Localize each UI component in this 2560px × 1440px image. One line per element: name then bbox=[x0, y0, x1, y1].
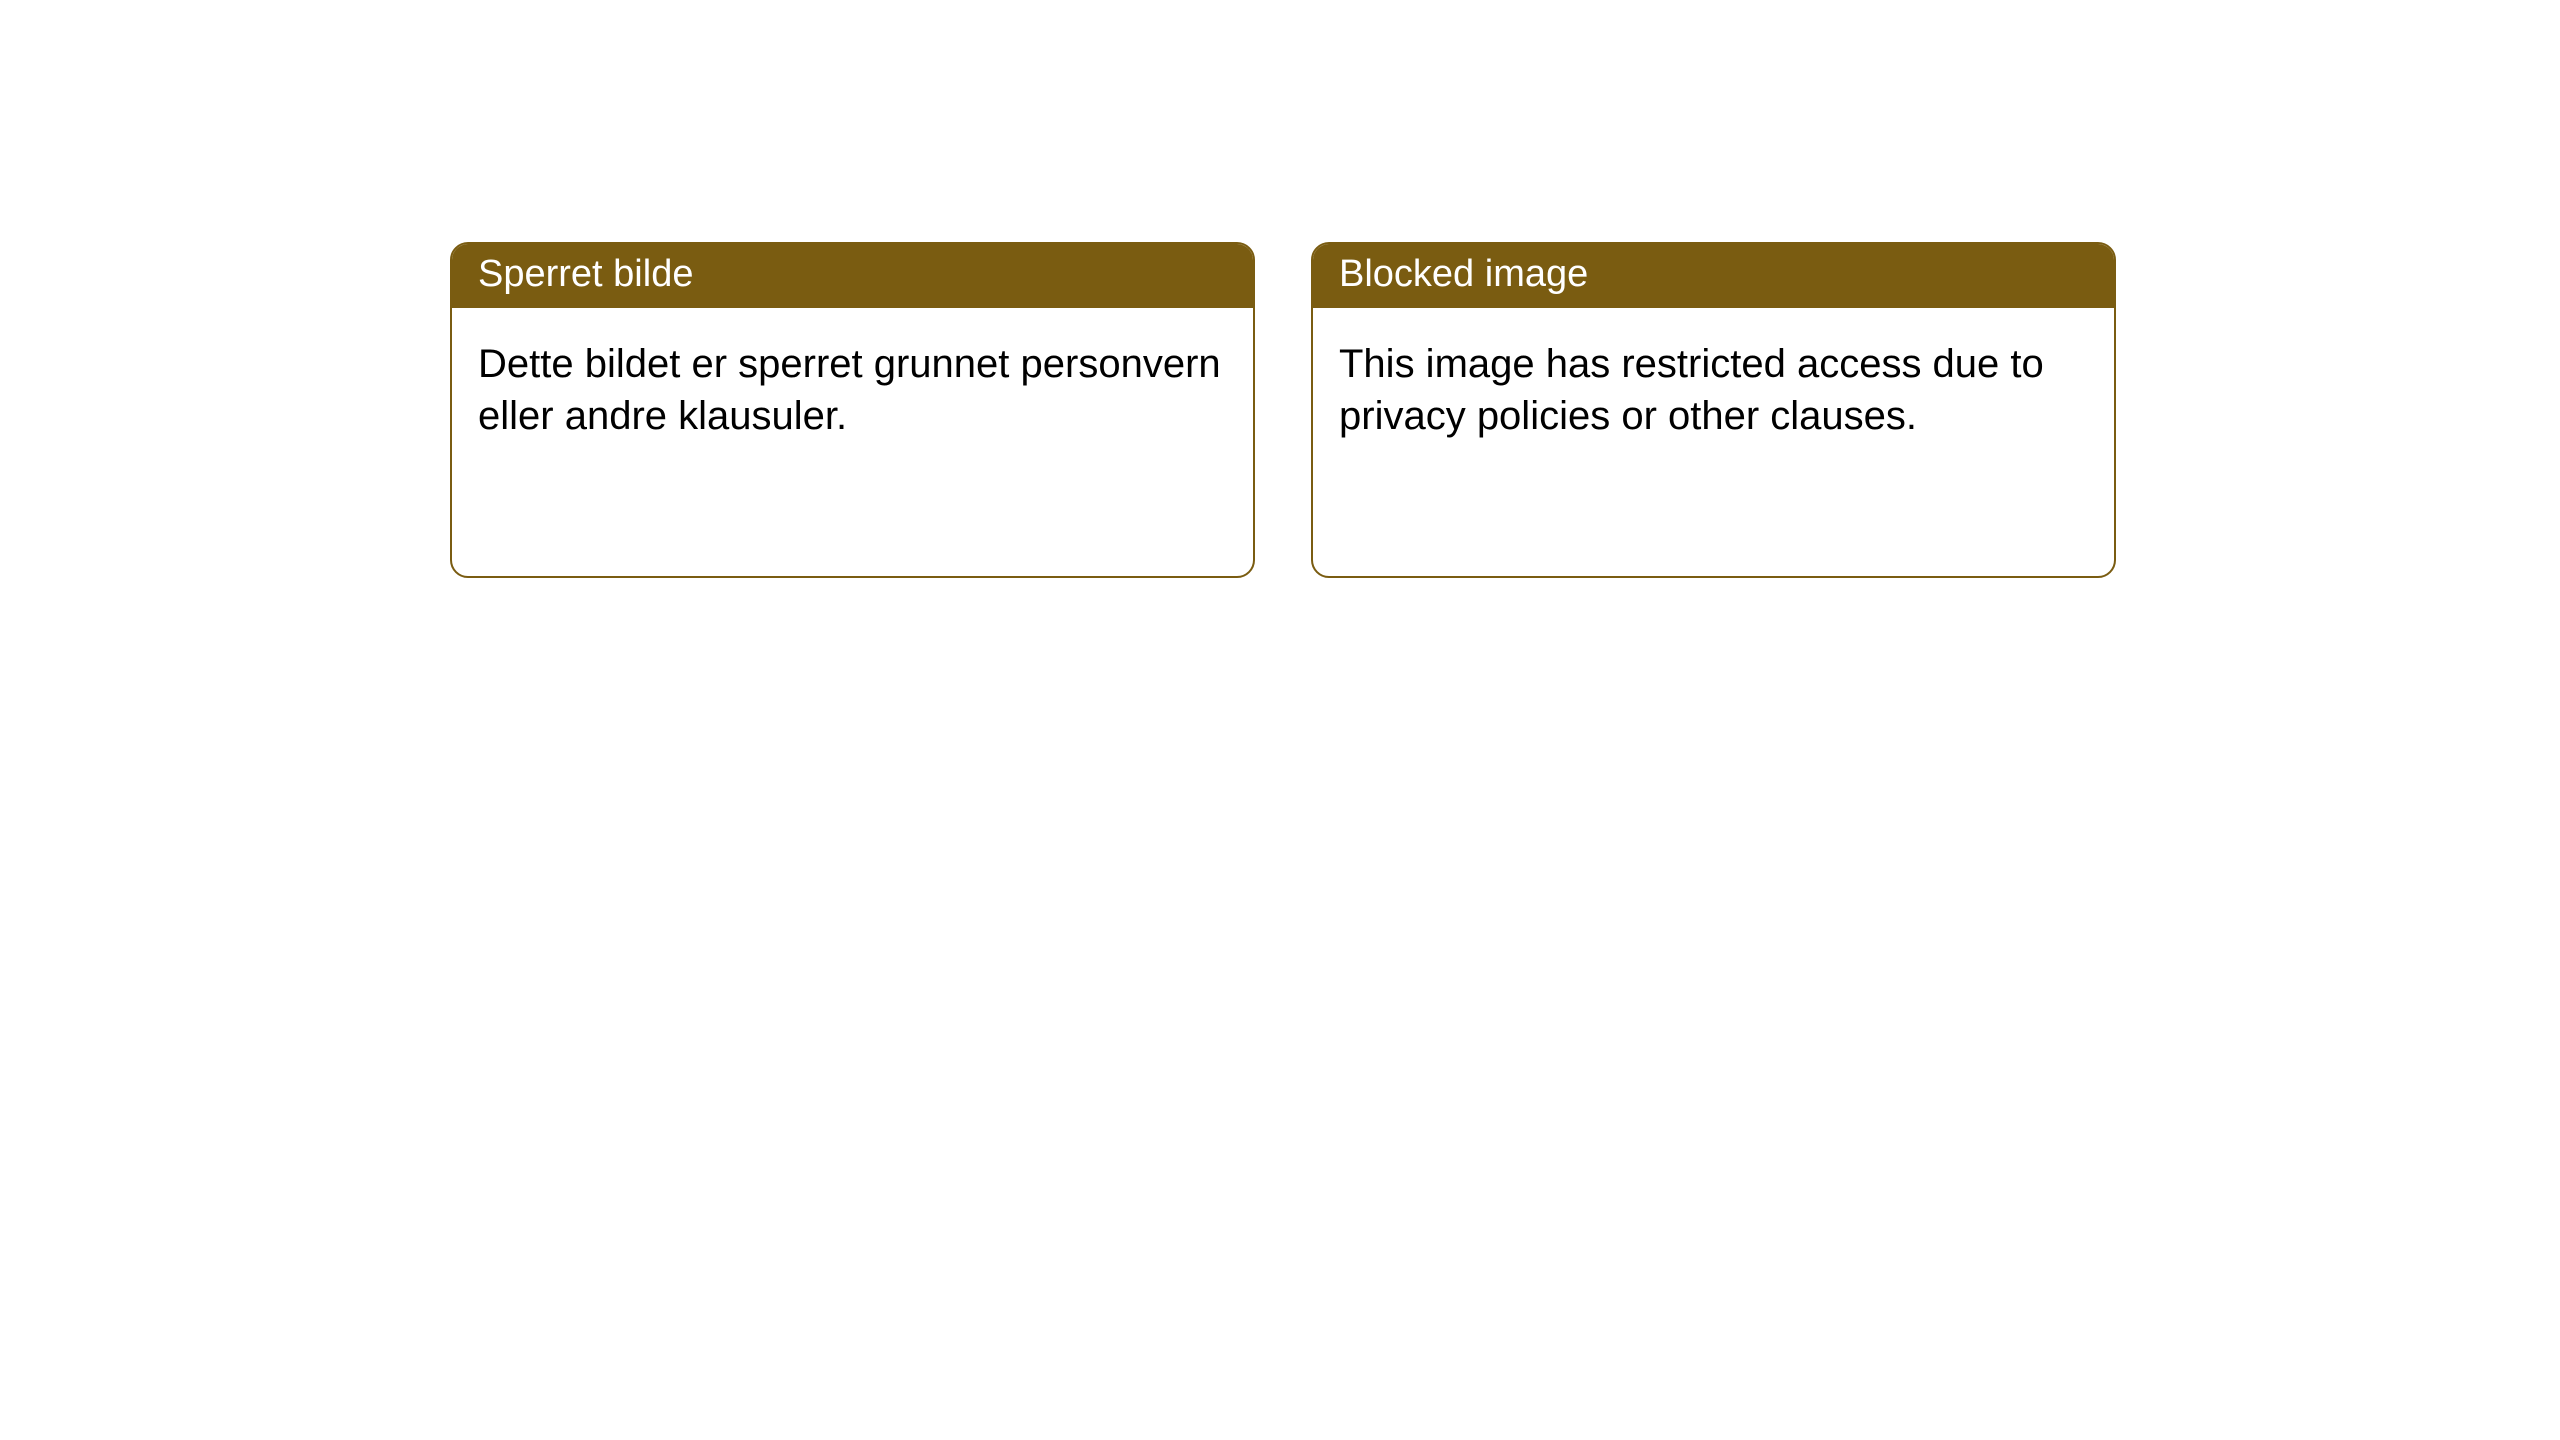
card-header: Blocked image bbox=[1313, 244, 2114, 308]
card-body: Dette bildet er sperret grunnet personve… bbox=[452, 308, 1253, 474]
notice-card-norwegian: Sperret bilde Dette bildet er sperret gr… bbox=[450, 242, 1255, 578]
card-header: Sperret bilde bbox=[452, 244, 1253, 308]
notice-container: Sperret bilde Dette bildet er sperret gr… bbox=[0, 0, 2560, 578]
card-body: This image has restricted access due to … bbox=[1313, 308, 2114, 474]
notice-card-english: Blocked image This image has restricted … bbox=[1311, 242, 2116, 578]
